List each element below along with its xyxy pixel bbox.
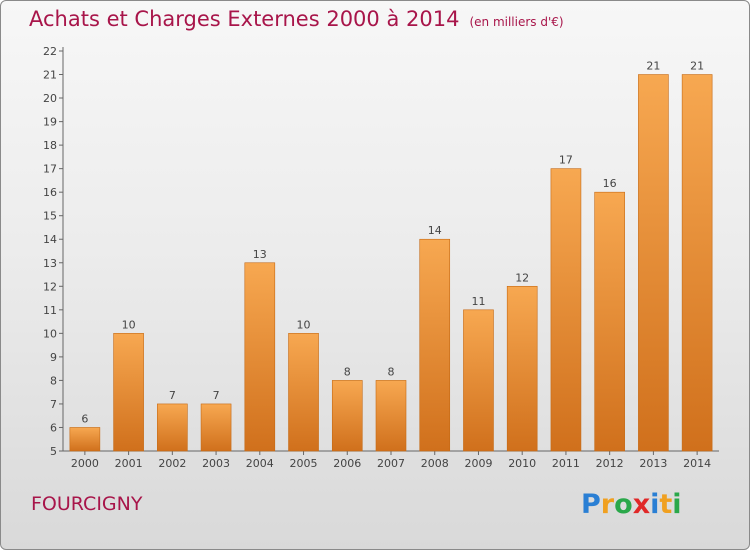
bar-value-label: 21	[646, 60, 660, 73]
x-tick-label: 2000	[71, 457, 99, 470]
logo-letter: r	[600, 489, 615, 520]
bar-value-label: 8	[344, 365, 351, 378]
bar	[331, 380, 363, 452]
x-tick-label: 2003	[202, 457, 230, 470]
bar-value-label: 10	[122, 318, 136, 331]
x-tick-label: 2013	[639, 457, 667, 470]
x-tick-label: 2011	[552, 457, 580, 470]
chart-axes: 5 6 7 8 9 10 11 12 13 14 15 16 17 18 19 20 21 22 2000 2001 2…	[43, 45, 719, 470]
y-tick-label: 11	[43, 304, 57, 317]
x-tick-label: 2002	[158, 457, 186, 470]
y-tick-label: 6	[50, 421, 57, 434]
x-tick-label: 2001	[115, 457, 143, 470]
y-tick-label: 9	[50, 351, 57, 364]
y-tick-label: 5	[50, 445, 57, 458]
bar	[681, 74, 713, 452]
place-name: FOURCIGNY	[31, 493, 143, 515]
y-tick-label: 8	[50, 374, 57, 387]
y-tick-label: 15	[43, 210, 57, 223]
logo-letter: t	[659, 489, 673, 520]
logo-letter: i	[650, 489, 660, 520]
y-tick-label: 20	[43, 92, 57, 105]
y-tick-label: 19	[43, 116, 57, 129]
bar	[157, 403, 188, 452]
chart-data-labels: 6 10 7 7 13 10 8 8 14 11 12 17 16 21 21	[81, 60, 704, 426]
bar-value-label: 16	[603, 177, 617, 190]
title-unit: (en milliers d'€)	[469, 15, 564, 29]
bar	[244, 262, 276, 452]
x-tick-label: 2009	[464, 457, 492, 470]
y-tick-label: 14	[43, 233, 57, 246]
bar	[463, 309, 494, 452]
x-tick-label: 2010	[508, 457, 536, 470]
y-tick-label: 22	[43, 45, 57, 58]
bar	[288, 333, 319, 452]
chart-bars	[69, 74, 713, 452]
logo-letter: P	[581, 489, 601, 520]
x-tick-label: 2012	[596, 457, 624, 470]
bar	[113, 333, 144, 452]
proxiti-logo: Proxiti	[581, 489, 682, 520]
x-tick-label: 2014	[683, 457, 711, 470]
title-text: Achats et Charges Externes 2000 à 2014	[29, 7, 460, 31]
bar-value-label: 8	[388, 365, 395, 378]
bar-value-label: 7	[169, 389, 176, 402]
x-tick-label: 2005	[290, 457, 318, 470]
bar	[200, 403, 232, 452]
bar-value-label: 14	[428, 224, 442, 237]
chart-title: Achats et Charges Externes 2000 à 2014 (e…	[29, 7, 564, 31]
y-tick-label: 10	[43, 327, 57, 340]
y-tick-label: 17	[43, 163, 57, 176]
logo-letter: o	[614, 489, 633, 520]
bar	[506, 285, 538, 452]
bar	[69, 427, 101, 452]
bar	[375, 380, 407, 452]
bar-value-label: 12	[515, 271, 529, 284]
bar-value-label: 10	[297, 318, 311, 331]
y-tick-label: 16	[43, 186, 57, 199]
y-tick-label: 21	[43, 69, 57, 82]
bar	[419, 238, 451, 452]
x-tick-label: 2006	[333, 457, 361, 470]
bar-value-label: 21	[690, 60, 704, 73]
bar-value-label: 13	[253, 248, 267, 261]
y-tick-label: 13	[43, 257, 57, 270]
logo-letter: x	[632, 489, 651, 520]
bar-value-label: 11	[471, 295, 485, 308]
y-tick-label: 12	[43, 280, 57, 293]
bar	[594, 191, 625, 452]
x-tick-label: 2008	[421, 457, 449, 470]
bar	[638, 74, 669, 452]
x-tick-label: 2004	[246, 457, 274, 470]
bar	[550, 168, 582, 452]
y-tick-label: 7	[50, 398, 57, 411]
logo-letter: i	[672, 489, 682, 520]
y-tick-label: 18	[43, 139, 57, 152]
bar-value-label: 7	[213, 389, 220, 402]
bar-value-label: 17	[559, 154, 573, 167]
x-tick-label: 2007	[377, 457, 405, 470]
bar-value-label: 6	[81, 412, 88, 425]
